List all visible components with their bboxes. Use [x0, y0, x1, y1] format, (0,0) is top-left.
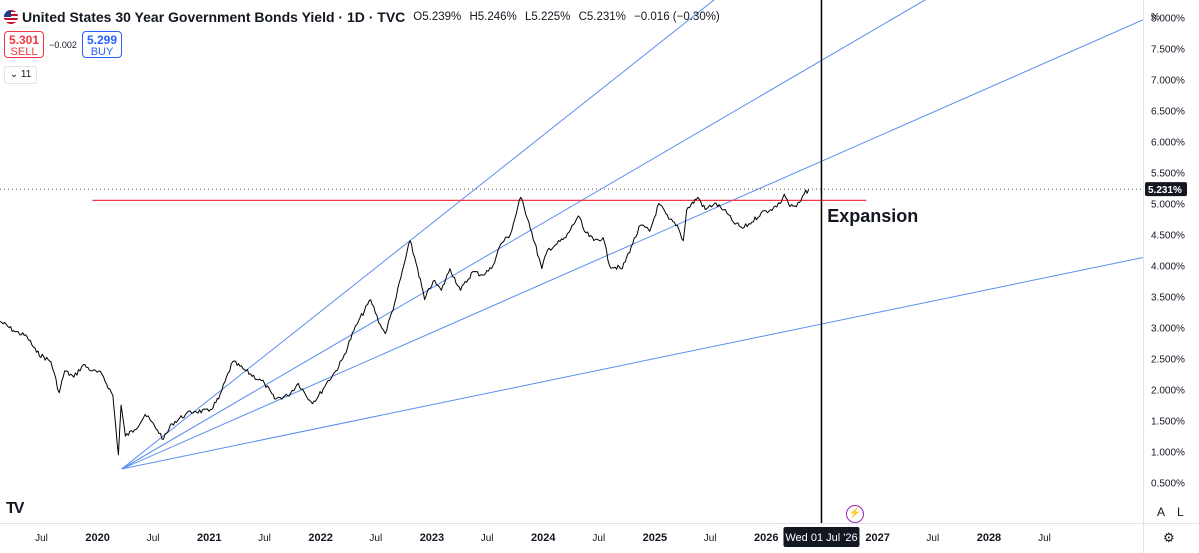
- x-tick-label: 2021: [197, 532, 221, 544]
- open-value: O5.239%: [413, 11, 462, 23]
- x-tick-label: Jul: [704, 533, 717, 544]
- gear-icon[interactable]: ⚙: [1163, 530, 1175, 545]
- plot-area: Expansion: [0, 0, 1143, 523]
- high-value: H5.246%: [469, 11, 517, 23]
- us-flag-icon: [4, 10, 18, 24]
- x-tick-label: Jul: [592, 533, 605, 544]
- x-tick-label: 2026: [754, 532, 778, 544]
- x-tick-label: Jul: [35, 533, 48, 544]
- y-tick-label: 8.000%: [1151, 13, 1185, 24]
- symbol-header: United States 30 Year Government Bonds Y…: [4, 8, 725, 26]
- y-tick-label: 6.000%: [1151, 137, 1185, 148]
- y-tick-label: 7.500%: [1151, 44, 1185, 55]
- x-tick-label: Jul: [926, 533, 939, 544]
- chevron-down-icon: ⌄: [9, 69, 19, 80]
- y-tick-label: 1.500%: [1151, 417, 1185, 428]
- price-series-line: [0, 189, 810, 456]
- tradingview-logo-icon[interactable]: TV: [6, 500, 25, 517]
- low-value: L5.225%: [524, 11, 571, 23]
- x-tick-label: Jul: [1038, 533, 1051, 544]
- x-tick-label: 2024: [531, 532, 556, 544]
- y-tick-label: 1.000%: [1151, 448, 1185, 459]
- crosshair-date-label: Wed 01 Jul '26: [785, 532, 857, 544]
- x-tick-label: Jul: [147, 533, 160, 544]
- trade-panel: 5.301 SELL −0.002 5.299 BUY: [4, 31, 122, 58]
- y-tick-label: 5.500%: [1151, 168, 1185, 179]
- y-tick-label: 3.500%: [1151, 293, 1185, 304]
- buy-price: 5.299: [86, 33, 118, 47]
- axis-unit-label[interactable]: %: [1151, 12, 1160, 23]
- x-tick-label: 2022: [308, 532, 332, 544]
- trendline: [121, 0, 926, 470]
- sell-button[interactable]: 5.301 SELL: [4, 31, 44, 58]
- auto-scale-button[interactable]: A: [1157, 505, 1166, 519]
- y-tick-label: 5.000%: [1151, 199, 1185, 210]
- annotation-expansion: Expansion: [827, 206, 918, 226]
- buy-label: BUY: [90, 46, 114, 58]
- log-scale-button[interactable]: L: [1177, 505, 1184, 519]
- ohlc-values: O5.239% H5.246% L5.225% C5.231% −0.016 (…: [413, 11, 724, 23]
- sell-label: SELL: [10, 46, 38, 58]
- last-price-label-bg: [1145, 182, 1187, 197]
- x-tick-label: 2020: [85, 532, 109, 544]
- y-tick-label: 3.000%: [1151, 324, 1185, 335]
- y-tick-label: 6.500%: [1151, 106, 1185, 117]
- lightning-icon[interactable]: ⚡: [846, 505, 864, 523]
- y-tick-label: 0.500%: [1151, 479, 1185, 490]
- x-tick-label: 2025: [643, 532, 667, 544]
- y-tick-label: 4.000%: [1151, 262, 1185, 273]
- sell-price: 5.301: [8, 33, 40, 47]
- x-tick-label: Jul: [258, 533, 271, 544]
- trendline: [121, 256, 1143, 470]
- indicators-toggle-button[interactable]: ⌄ 11: [4, 66, 37, 84]
- change-value: −0.016 (−0.30%): [634, 11, 720, 23]
- x-tick-label: 2027: [865, 532, 889, 544]
- crosshair-date-label-bg: [783, 527, 860, 547]
- x-tick-label: 2028: [977, 532, 1001, 544]
- buy-button[interactable]: 5.299 BUY: [82, 31, 122, 58]
- y-tick-label: 2.000%: [1151, 386, 1185, 397]
- y-tick-label: 2.500%: [1151, 355, 1185, 366]
- symbol-title[interactable]: United States 30 Year Government Bonds Y…: [22, 9, 406, 25]
- x-tick-label: Jul: [369, 533, 382, 544]
- close-value: C5.231%: [578, 11, 626, 23]
- spread-value: −0.002: [49, 39, 77, 50]
- last-price-label: 5.231%: [1148, 185, 1182, 196]
- x-tick-label: Jul: [481, 533, 494, 544]
- y-tick-label: 4.500%: [1151, 230, 1185, 241]
- indicators-count: 11: [20, 69, 32, 80]
- trendline: [121, 0, 715, 470]
- y-tick-label: 7.000%: [1151, 75, 1185, 86]
- x-tick-label: 2023: [420, 532, 444, 544]
